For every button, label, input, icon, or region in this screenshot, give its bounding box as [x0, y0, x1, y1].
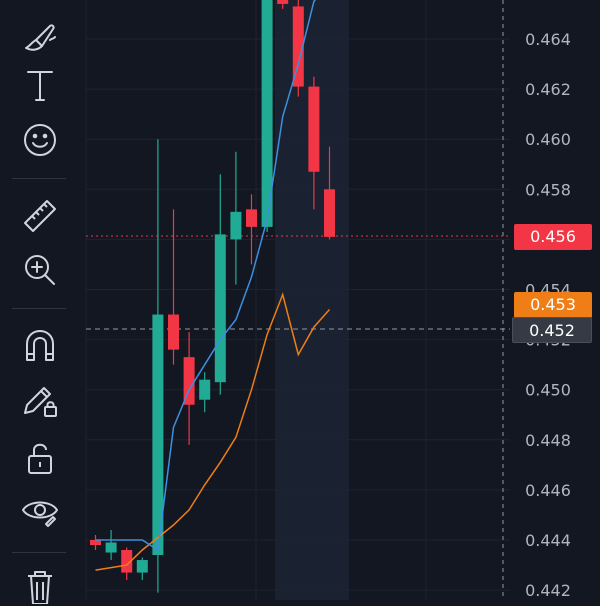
ruler-icon — [24, 200, 56, 232]
candle-body — [308, 86, 320, 172]
y-tick-label: 0.458 — [525, 180, 571, 199]
brush-icon — [25, 24, 56, 51]
trash-icon — [28, 571, 52, 604]
zoom-in-button[interactable] — [14, 248, 66, 292]
emoji-tool-button[interactable] — [14, 118, 66, 162]
candle-body — [292, 6, 304, 87]
y-tick-label: 0.464 — [525, 30, 571, 49]
y-tick-label: 0.460 — [525, 130, 571, 149]
unlock-icon — [28, 443, 52, 474]
candle-body — [136, 560, 148, 573]
last-price-label: 0.456 — [514, 224, 592, 250]
candle-body — [261, 0, 273, 227]
magnet-icon — [26, 330, 54, 361]
y-tick-label: 0.462 — [525, 80, 571, 99]
crosshair-price-label: 0.452 — [512, 317, 592, 343]
magnet-button[interactable] — [14, 324, 66, 368]
candle-body — [277, 0, 289, 4]
drawing-toolbar — [0, 0, 78, 604]
zoom-in-icon — [25, 255, 55, 285]
candle-body — [214, 234, 226, 383]
y-tick-label: 0.448 — [525, 431, 571, 450]
lock-drawing-icon — [24, 387, 57, 417]
candle-body — [230, 211, 242, 240]
text-tool-icon — [27, 71, 53, 101]
candle-body — [152, 314, 164, 556]
candle-body — [168, 314, 179, 350]
candle-body — [121, 550, 133, 573]
candle-body — [90, 540, 101, 546]
visibility-button[interactable] — [14, 488, 66, 532]
unlock-button[interactable] — [14, 436, 66, 480]
candle-body — [324, 189, 335, 237]
toolbar-divider — [12, 178, 66, 179]
lock-drawing-button[interactable] — [14, 378, 66, 422]
y-tick-label: 0.450 — [525, 381, 571, 400]
ma-slow-line — [95, 292, 331, 571]
emoji-icon — [24, 124, 56, 156]
y-tick-label: 0.444 — [525, 531, 571, 550]
toolbar-divider — [12, 308, 66, 309]
y-tick-label: 0.442 — [525, 581, 571, 600]
toolbar-divider — [12, 552, 66, 553]
text-tool-button[interactable] — [14, 64, 66, 108]
y-tick-label: 0.446 — [525, 481, 571, 500]
ruler-tool-button[interactable] — [14, 194, 66, 238]
candle-body — [183, 357, 195, 405]
brush-tool-button[interactable] — [14, 14, 66, 58]
ma-fast-line — [95, 0, 317, 552]
ma-value-label: 0.453 — [514, 292, 592, 318]
candles-group — [90, 0, 335, 593]
candle-body — [246, 209, 257, 227]
eye-icon — [22, 501, 58, 527]
candle-body — [105, 542, 117, 553]
delete-button[interactable] — [14, 562, 66, 606]
candle-body — [199, 379, 211, 400]
